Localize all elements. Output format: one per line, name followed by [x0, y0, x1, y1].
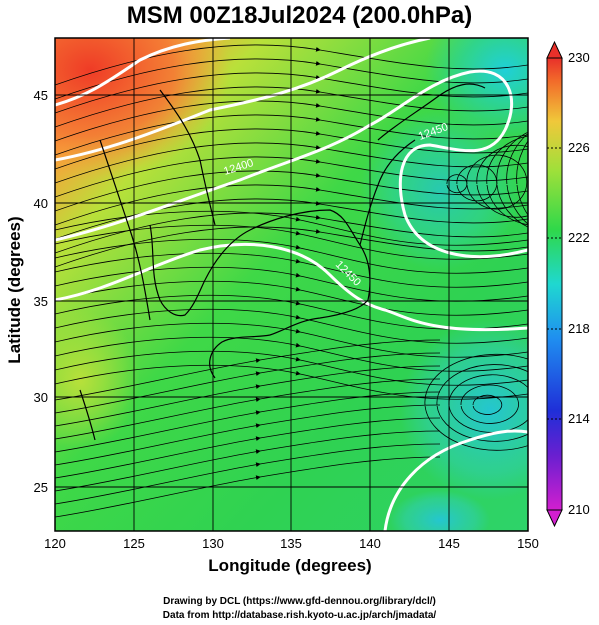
streamline [55, 456, 441, 518]
streamline [55, 339, 441, 401]
streamline [476, 144, 528, 218]
streamline [55, 294, 528, 330]
streamline [55, 252, 528, 288]
plot-area [55, 38, 528, 531]
streamline [55, 350, 528, 386]
streamline [55, 114, 528, 156]
wind-streamlines [55, 44, 528, 518]
streamline [55, 44, 528, 86]
streamline [55, 170, 528, 212]
streamline [55, 364, 528, 400]
y-axis-label: Latitude (degrees) [5, 216, 24, 364]
streamline [448, 374, 528, 433]
x-tick-label: 145 [438, 536, 460, 551]
streamline [55, 100, 528, 142]
y-tick-labels: 25 30 35 40 45 [34, 88, 48, 495]
credit-line-2: Data from http://database.rish.kyoto-u.a… [162, 610, 437, 621]
x-tick-labels: 120 125 130 135 140 145 150 [44, 536, 539, 551]
streamline [55, 430, 441, 492]
streamline [472, 394, 503, 415]
streamline [436, 364, 528, 442]
chart-title: MSM 00Z18Jul2024 (200.0hPa) [126, 2, 473, 29]
grid-lines [55, 38, 528, 531]
x-tick-label: 120 [44, 536, 66, 551]
colorbar-label: 218 [568, 321, 590, 336]
streamline [55, 198, 528, 240]
colorbar-label: 230 [568, 50, 590, 65]
streamline [55, 224, 528, 260]
y-tick-label: 25 [34, 480, 48, 495]
streamline [55, 86, 528, 128]
streamline [55, 417, 441, 479]
streamline [55, 365, 441, 427]
y-tick-label: 40 [34, 196, 48, 211]
colorbar [546, 40, 563, 528]
x-tick-label: 140 [359, 536, 381, 551]
streamline [55, 156, 528, 198]
streamline [55, 58, 528, 100]
plot-frame [54, 37, 529, 532]
coastline [79, 83, 486, 441]
x-tick-label: 150 [517, 536, 539, 551]
y-tick-label: 45 [34, 88, 48, 103]
streamline [55, 226, 528, 268]
streamline [55, 404, 441, 466]
streamline [55, 391, 441, 453]
streamline [55, 308, 528, 344]
y-tick-label: 30 [34, 390, 48, 405]
colorbar-label: 210 [568, 502, 590, 517]
streamline [486, 135, 528, 226]
x-tick-label: 135 [280, 536, 302, 551]
streamline [55, 336, 528, 372]
streamline [55, 212, 528, 254]
x-tick-label: 125 [123, 536, 145, 551]
credit-line-1: Drawing by DCL (https://www.gfd-dennou.o… [163, 596, 436, 607]
streamline [496, 131, 528, 228]
x-tick-label: 130 [202, 536, 224, 551]
streamline [55, 238, 528, 274]
streamline [55, 128, 528, 170]
streamline [466, 154, 528, 210]
colorbar-label: 214 [568, 411, 590, 426]
y-tick-label: 35 [34, 294, 48, 309]
colorbar-label: 222 [568, 230, 590, 245]
colorbar-labels: 230 226 222 218 214 210 [568, 50, 590, 517]
streamline [55, 280, 528, 316]
streamline [55, 443, 441, 505]
streamline [55, 378, 441, 440]
streamline [55, 352, 441, 414]
streamline [55, 184, 528, 226]
x-axis-label: Longitude (degrees) [208, 556, 372, 575]
streamline [55, 142, 528, 184]
streamline [460, 384, 519, 424]
colorbar-label: 226 [568, 140, 590, 155]
streamline [55, 322, 528, 358]
